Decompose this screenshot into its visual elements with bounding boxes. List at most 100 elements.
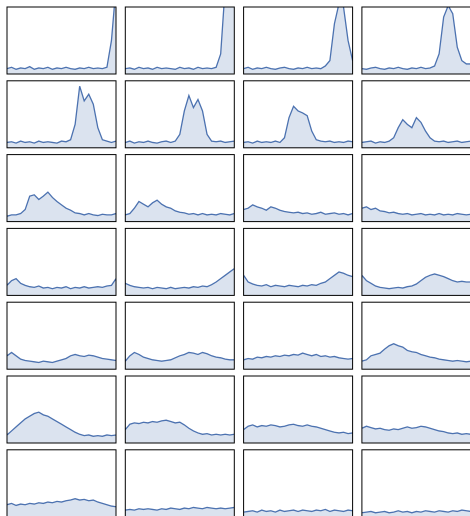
area-line — [7, 85, 116, 144]
panel — [7, 191, 116, 222]
panel-frame — [361, 449, 470, 516]
panel — [243, 423, 353, 443]
area-line — [361, 206, 470, 216]
panel — [361, 343, 470, 370]
area-line — [361, 116, 470, 144]
panel-frame — [124, 154, 235, 223]
panel-frame — [243, 227, 354, 296]
panel-frame — [361, 375, 470, 444]
area-fill — [361, 7, 470, 74]
panel-frame — [6, 6, 117, 75]
panel-frame — [124, 227, 235, 296]
panel-frame — [6, 227, 117, 296]
panel — [361, 206, 470, 222]
panel-frame — [361, 154, 470, 223]
area-fill — [7, 278, 116, 296]
area-line — [243, 204, 353, 216]
area-fill — [7, 498, 116, 516]
panel — [243, 352, 353, 370]
panel-frame — [361, 301, 470, 370]
panel-frame — [6, 375, 117, 444]
panel-frame — [243, 375, 354, 444]
panel — [125, 419, 235, 443]
panel — [7, 85, 116, 148]
panel-frame — [243, 301, 354, 370]
area-fill — [125, 420, 235, 443]
panel — [7, 7, 116, 74]
area-line — [243, 105, 353, 144]
panel — [125, 351, 235, 370]
area-line — [243, 508, 353, 513]
area-line — [125, 268, 235, 290]
panel — [125, 7, 235, 74]
panel — [361, 425, 470, 443]
area-line — [7, 191, 116, 217]
panel-frame — [361, 227, 470, 296]
area-fill — [125, 7, 235, 74]
area-line — [7, 277, 116, 290]
panel-frame — [124, 449, 235, 516]
area-line — [125, 419, 235, 436]
area-fill — [243, 271, 353, 296]
area-line — [125, 351, 235, 362]
panel — [7, 277, 116, 296]
panel-frame — [243, 6, 354, 75]
area-line — [361, 7, 470, 70]
panel — [243, 204, 353, 222]
panel — [125, 93, 235, 148]
area-line — [7, 498, 116, 508]
area-line — [125, 7, 225, 71]
panel-frame — [124, 301, 235, 370]
area-line — [7, 7, 115, 71]
area-fill — [125, 200, 235, 222]
area-fill — [125, 352, 235, 370]
panel — [7, 351, 116, 370]
area-fill — [125, 95, 235, 148]
area-fill — [7, 7, 116, 74]
area-fill — [7, 192, 116, 222]
area-line — [361, 273, 470, 290]
area-line — [7, 411, 116, 437]
area-line — [125, 199, 235, 216]
area-line — [243, 352, 353, 361]
area-line — [7, 351, 116, 364]
panel-frame — [6, 449, 117, 516]
area-fill — [243, 424, 353, 443]
area-fill — [361, 343, 470, 370]
panel — [361, 116, 470, 148]
panel — [243, 271, 353, 296]
area-fill — [125, 268, 235, 296]
panel-frame — [361, 6, 470, 75]
panel — [7, 498, 116, 516]
panel-frame — [6, 301, 117, 370]
panel-frame — [361, 80, 470, 149]
panel-frame — [124, 6, 235, 75]
panel — [125, 199, 235, 222]
area-line — [361, 343, 470, 363]
panel — [361, 273, 470, 296]
panel — [243, 7, 353, 74]
area-fill — [361, 206, 470, 222]
area-line — [361, 509, 470, 514]
panel-frame — [243, 80, 354, 149]
area-line — [243, 271, 353, 288]
area-fill — [243, 7, 353, 74]
panel — [125, 506, 235, 516]
area-fill — [7, 352, 116, 370]
panel — [361, 7, 470, 74]
panel-frame — [6, 80, 117, 149]
area-line — [125, 93, 235, 144]
panel — [7, 411, 116, 443]
area-line — [125, 506, 235, 511]
panel-frame — [243, 154, 354, 223]
area-fill — [7, 412, 116, 443]
area-line — [243, 423, 353, 435]
panel-frame — [124, 375, 235, 444]
area-fill — [361, 117, 470, 148]
area-fill — [243, 204, 353, 222]
panel-frame — [243, 449, 354, 516]
area-fill — [7, 86, 116, 148]
panel — [361, 509, 470, 516]
